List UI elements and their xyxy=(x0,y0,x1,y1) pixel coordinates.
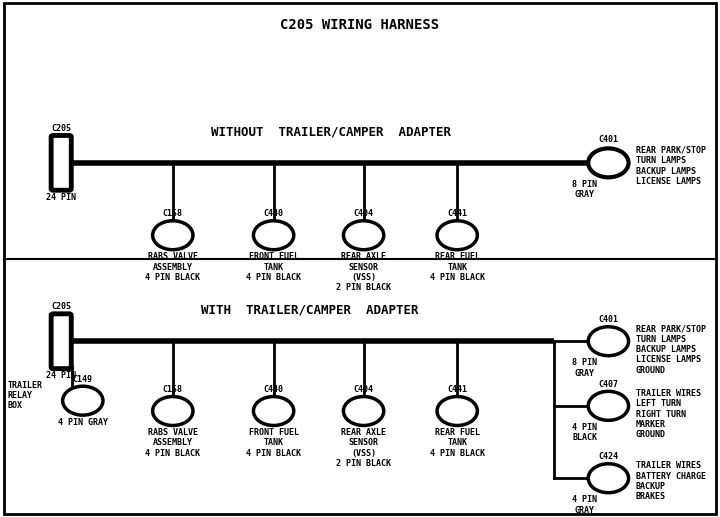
Circle shape xyxy=(343,221,384,250)
Text: TRAILER
RELAY
BOX: TRAILER RELAY BOX xyxy=(7,381,42,410)
FancyBboxPatch shape xyxy=(51,314,71,369)
Text: RABS VALVE
ASSEMBLY
4 PIN BLACK: RABS VALVE ASSEMBLY 4 PIN BLACK xyxy=(145,428,200,458)
Text: TRAILER WIRES
BATTERY CHARGE
BACKUP
BRAKES: TRAILER WIRES BATTERY CHARGE BACKUP BRAK… xyxy=(636,461,706,501)
Text: C158: C158 xyxy=(163,209,183,218)
Text: C424: C424 xyxy=(598,452,618,461)
Text: REAR AXLE
SENSOR
(VSS)
2 PIN BLACK: REAR AXLE SENSOR (VSS) 2 PIN BLACK xyxy=(336,428,391,468)
Text: FRONT FUEL
TANK
4 PIN BLACK: FRONT FUEL TANK 4 PIN BLACK xyxy=(246,252,301,282)
Circle shape xyxy=(153,397,193,425)
Text: C401: C401 xyxy=(598,315,618,324)
Text: 8 PIN
GRAY: 8 PIN GRAY xyxy=(572,358,597,378)
Circle shape xyxy=(253,221,294,250)
Text: RABS VALVE
ASSEMBLY
4 PIN BLACK: RABS VALVE ASSEMBLY 4 PIN BLACK xyxy=(145,252,200,282)
Circle shape xyxy=(343,397,384,425)
Circle shape xyxy=(63,386,103,415)
Circle shape xyxy=(588,464,629,493)
Text: C404: C404 xyxy=(354,209,374,218)
Text: REAR FUEL
TANK
4 PIN BLACK: REAR FUEL TANK 4 PIN BLACK xyxy=(430,428,485,458)
Text: C440: C440 xyxy=(264,209,284,218)
Text: REAR FUEL
TANK
4 PIN BLACK: REAR FUEL TANK 4 PIN BLACK xyxy=(430,252,485,282)
Text: 4 PIN GRAY: 4 PIN GRAY xyxy=(58,418,108,427)
Text: 24 PIN: 24 PIN xyxy=(46,371,76,380)
Text: WITHOUT  TRAILER/CAMPER  ADAPTER: WITHOUT TRAILER/CAMPER ADAPTER xyxy=(211,125,451,139)
Text: WITH  TRAILER/CAMPER  ADAPTER: WITH TRAILER/CAMPER ADAPTER xyxy=(201,303,418,317)
Text: C149: C149 xyxy=(73,375,93,384)
Text: C441: C441 xyxy=(447,209,467,218)
Text: C158: C158 xyxy=(163,385,183,394)
Text: C404: C404 xyxy=(354,385,374,394)
Text: TRAILER WIRES
LEFT TURN
RIGHT TURN
MARKER
GROUND: TRAILER WIRES LEFT TURN RIGHT TURN MARKE… xyxy=(636,389,701,439)
Text: C205 WIRING HARNESS: C205 WIRING HARNESS xyxy=(280,18,440,32)
Text: C441: C441 xyxy=(447,385,467,394)
Text: REAR PARK/STOP
TURN LAMPS
BACKUP LAMPS
LICENSE LAMPS: REAR PARK/STOP TURN LAMPS BACKUP LAMPS L… xyxy=(636,146,706,186)
Circle shape xyxy=(588,391,629,420)
Text: REAR PARK/STOP
TURN LAMPS
BACKUP LAMPS
LICENSE LAMPS
GROUND: REAR PARK/STOP TURN LAMPS BACKUP LAMPS L… xyxy=(636,324,706,375)
Circle shape xyxy=(253,397,294,425)
Circle shape xyxy=(153,221,193,250)
Text: REAR AXLE
SENSOR
(VSS)
2 PIN BLACK: REAR AXLE SENSOR (VSS) 2 PIN BLACK xyxy=(336,252,391,293)
Circle shape xyxy=(437,221,477,250)
Text: C440: C440 xyxy=(264,385,284,394)
Text: C205: C205 xyxy=(51,302,71,311)
Circle shape xyxy=(588,327,629,356)
Text: C407: C407 xyxy=(598,380,618,389)
Circle shape xyxy=(437,397,477,425)
FancyBboxPatch shape xyxy=(51,135,71,190)
Text: 8 PIN
GRAY: 8 PIN GRAY xyxy=(572,180,597,200)
Text: FRONT FUEL
TANK
4 PIN BLACK: FRONT FUEL TANK 4 PIN BLACK xyxy=(246,428,301,458)
Circle shape xyxy=(588,148,629,177)
Text: C205: C205 xyxy=(51,124,71,133)
Text: 4 PIN
GRAY: 4 PIN GRAY xyxy=(572,495,597,515)
Text: 4 PIN
BLACK: 4 PIN BLACK xyxy=(572,423,597,443)
Text: 24 PIN: 24 PIN xyxy=(46,193,76,202)
Text: C401: C401 xyxy=(598,135,618,144)
